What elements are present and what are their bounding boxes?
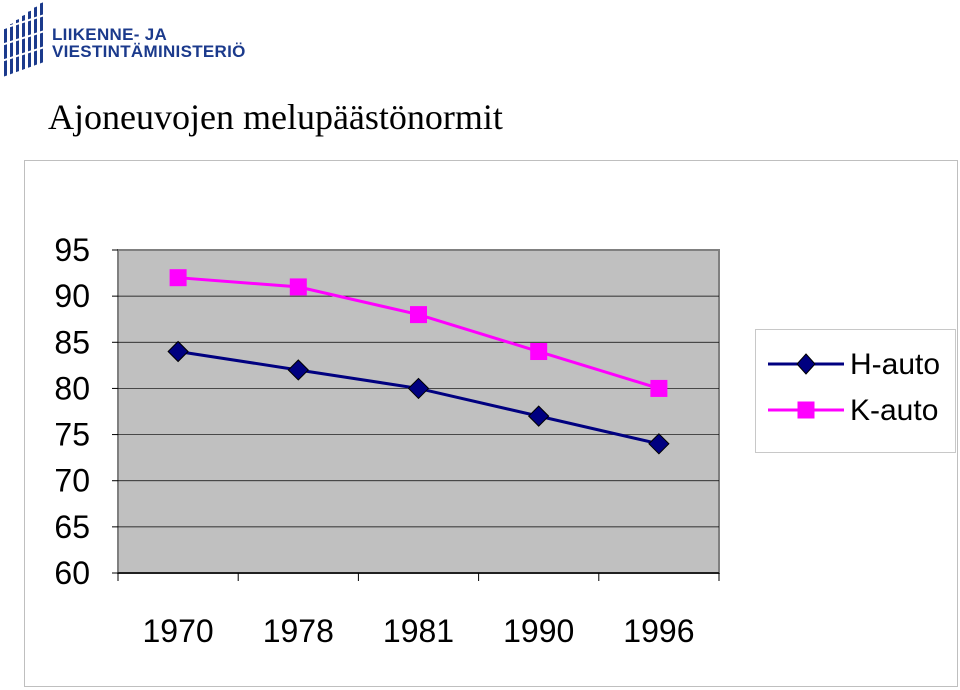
x-tick-label: 1978	[263, 613, 334, 649]
legend-square-icon	[768, 401, 844, 419]
data-point-k-auto	[169, 269, 187, 287]
plot-area	[117, 249, 720, 574]
y-tick-label: 65	[54, 509, 90, 545]
logo-emblem-icon	[1, 2, 52, 77]
legend-label-k-auto: K-auto	[850, 394, 939, 427]
data-point-h-auto	[167, 340, 189, 363]
page-title: Ajoneuvojen melupäästönormit	[48, 97, 503, 137]
legend-item-k-auto: K-auto	[766, 390, 956, 430]
data-point-k-auto	[410, 306, 427, 324]
data-point-h-auto	[287, 359, 310, 381]
logo-line-2: VIESTINTÄMINISTERIÖ	[52, 42, 246, 61]
legend-label-h-auto: H-auto	[850, 348, 941, 381]
ministry-logo: LIIKENNE- JA VIESTINTÄMINISTERIÖ	[0, 0, 300, 90]
y-tick-label: 70	[54, 463, 90, 499]
x-tick-label: 1996	[623, 613, 694, 649]
x-tick-label: 1970	[143, 613, 214, 649]
x-tick-label: 1990	[503, 613, 574, 649]
data-point-h-auto	[407, 377, 430, 400]
y-tick-label: 75	[54, 417, 90, 453]
y-tick-label: 95	[54, 232, 90, 268]
y-tick-label: 85	[54, 324, 90, 360]
data-point-k-auto	[650, 379, 668, 397]
data-point-k-auto	[289, 278, 307, 296]
data-point-h-auto	[527, 405, 550, 427]
y-tick-label: 80	[54, 370, 90, 406]
logo-line-1: LIIKENNE- JA	[52, 25, 168, 44]
data-point-h-auto	[648, 433, 670, 455]
legend-diamond-icon	[768, 353, 844, 375]
data-point-k-auto	[530, 343, 548, 361]
x-tick-label: 1981	[383, 613, 454, 649]
y-tick-label: 60	[54, 555, 90, 591]
chart-legend: H-auto K-auto	[755, 329, 956, 453]
legend-item-h-auto: H-auto	[766, 344, 956, 384]
y-tick-label: 90	[54, 278, 90, 314]
